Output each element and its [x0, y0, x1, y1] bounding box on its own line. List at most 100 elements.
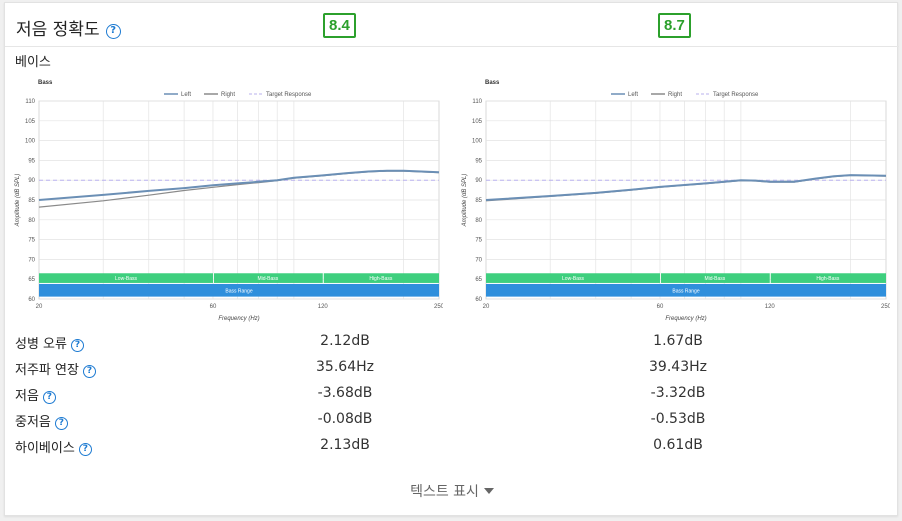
y-tick-label: 70 [475, 257, 482, 263]
range-band-label: High-Bass [369, 276, 393, 282]
x-axis-label: Frequency (Hz) [218, 316, 259, 322]
range-band [486, 273, 660, 283]
series-line [485, 174, 887, 201]
y-tick-label: 100 [25, 139, 36, 145]
metric-label: 하이베이스? [15, 437, 92, 456]
y-tick-label: 95 [475, 158, 482, 164]
y-tick-label: 60 [475, 297, 482, 303]
y-tick-label: 105 [472, 119, 483, 125]
show-text-label: 텍스트 표시 [410, 484, 479, 500]
metric-value-left: -0.08dB [317, 411, 373, 427]
chart-title: Bass [38, 80, 53, 86]
metric-value-left: -3.68dB [317, 385, 373, 401]
legend-label: Target Response [266, 92, 312, 98]
metric-label: 저주파 연장? [15, 359, 96, 378]
series-line [38, 169, 440, 201]
metrics-table: 성병 오류? 2.12dB 1.67dB 저주파 연장? 35.64Hz 39.… [5, 329, 899, 459]
metric-value-left: 2.12dB [320, 333, 370, 349]
y-tick-label: 110 [472, 99, 482, 105]
bass-chart-right: Bass Left Right Target Response 60 65 70 75 80 85… [456, 77, 890, 325]
y-axis-label: Amplitude (dB SPL) [15, 174, 21, 228]
y-tick-label: 70 [28, 257, 35, 263]
x-axis-label: Frequency (Hz) [665, 316, 706, 322]
y-axis-label: Amplitude (dB SPL) [462, 174, 468, 228]
metric-value-right: -0.53dB [650, 411, 706, 427]
range-band [486, 283, 886, 297]
y-tick-label: 75 [28, 238, 35, 244]
legend-label: Target Response [713, 92, 759, 98]
card-header: 저음 정확도? 8.4 8.7 [5, 3, 899, 47]
metric-row: 저음? -3.68dB -3.32dB [5, 381, 899, 407]
y-tick-label: 105 [25, 119, 36, 125]
range-band-label: Mid-Bass [704, 276, 725, 282]
metric-label: 저음? [15, 385, 56, 404]
range-band [39, 283, 439, 297]
bass-chart-left-svg: Bass Left Right Target Response 60 65 70 75 80 85… [15, 80, 443, 322]
range-band-label: Bass Range [225, 288, 252, 294]
y-tick-label: 90 [28, 178, 35, 184]
range-band [770, 273, 886, 283]
metric-label-text: 하이베이스 [15, 441, 75, 456]
range-band-label: Bass Range [672, 288, 699, 294]
help-icon[interactable]: ? [105, 24, 121, 39]
x-tick-label: 20 [483, 304, 490, 310]
y-tick-label: 80 [28, 218, 35, 224]
y-tick-label: 65 [28, 277, 35, 283]
legend-label: Left [181, 92, 191, 98]
y-tick-label: 85 [475, 198, 482, 204]
y-tick-label: 65 [475, 277, 482, 283]
section-title: 저음 정확도? [16, 15, 121, 40]
metric-value-left: 2.13dB [320, 437, 370, 453]
metric-label-text: 중저음 [15, 415, 51, 430]
range-band [39, 273, 213, 283]
metric-value-right: 1.67dB [653, 333, 703, 349]
metric-label: 성병 오류? [15, 333, 84, 352]
metric-row: 하이베이스? 2.13dB 0.61dB [5, 433, 899, 459]
y-tick-label: 75 [475, 238, 482, 244]
y-tick-label: 80 [475, 218, 482, 224]
x-tick-label: 60 [210, 304, 217, 310]
y-tick-label: 90 [475, 178, 482, 184]
help-icon[interactable]: ? [70, 339, 84, 352]
range-band-label: Low-Bass [115, 276, 137, 282]
score-badge-left: 8.4 [323, 13, 356, 38]
metric-row: 중저음? -0.08dB -0.53dB [5, 407, 899, 433]
help-icon[interactable]: ? [82, 365, 96, 378]
x-tick-label: 60 [657, 304, 664, 310]
metric-row: 성병 오류? 2.12dB 1.67dB [5, 329, 899, 355]
metric-label: 중저음? [15, 411, 68, 430]
score-badge-right: 8.7 [658, 13, 691, 38]
metric-row: 저주파 연장? 35.64Hz 39.43Hz [5, 355, 899, 381]
y-tick-label: 85 [28, 198, 35, 204]
show-text-toggle[interactable]: 텍스트 표시 [5, 481, 899, 501]
range-band-label: High-Bass [816, 276, 840, 282]
help-icon[interactable]: ? [78, 443, 92, 456]
metric-value-right: -3.32dB [650, 385, 706, 401]
range-band [213, 273, 323, 283]
x-tick-label: 20 [36, 304, 43, 310]
bass-accuracy-card: 저음 정확도? 8.4 8.7 베이스 Bass Left Right Target … [4, 2, 899, 516]
legend-label: Right [668, 92, 682, 98]
caret-down-icon [483, 488, 494, 494]
chart-subtitle: 베이스 [15, 55, 51, 70]
section-title-text: 저음 정확도 [16, 20, 100, 40]
x-tick-label: 120 [318, 304, 329, 310]
range-band-label: Low-Bass [562, 276, 584, 282]
x-tick-label: 120 [765, 304, 776, 310]
legend-label: Left [628, 92, 638, 98]
range-band-label: Mid-Bass [257, 276, 278, 282]
range-band [323, 273, 439, 283]
bass-chart-right-svg: Bass Left Right Target Response 60 65 70 75 80 85… [462, 80, 890, 322]
range-band [660, 273, 770, 283]
chart-title: Bass [485, 80, 500, 86]
y-tick-label: 60 [28, 297, 35, 303]
y-tick-label: 100 [472, 139, 483, 145]
legend-label: Right [221, 92, 235, 98]
help-icon[interactable]: ? [54, 417, 68, 430]
metric-value-left: 35.64Hz [316, 359, 374, 375]
metric-value-right: 39.43Hz [649, 359, 707, 375]
bass-chart-left: Bass Left Right Target Response 60 65 70 75 80 85… [9, 77, 443, 325]
metric-label-text: 저주파 연장 [15, 363, 79, 378]
x-tick-label: 250 [881, 304, 890, 310]
help-icon[interactable]: ? [42, 391, 56, 404]
